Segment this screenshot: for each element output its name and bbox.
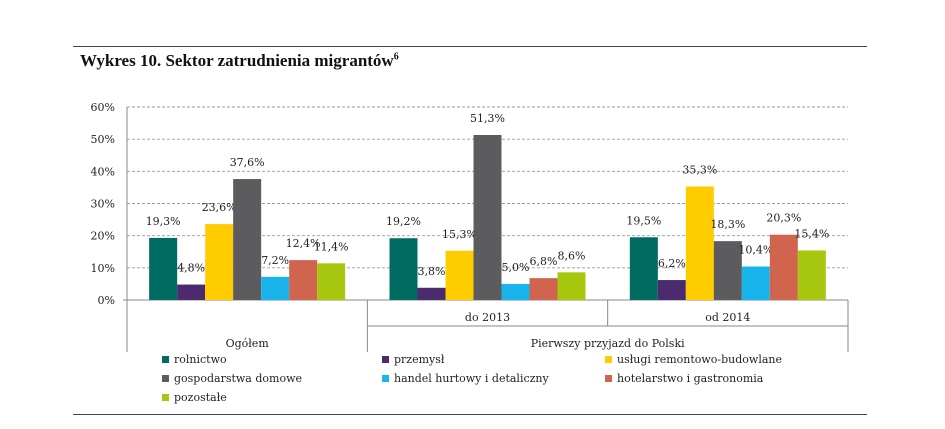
y-tick-label: 40%: [91, 165, 115, 178]
bar: [205, 224, 234, 300]
bar: [149, 237, 178, 300]
bar: [741, 266, 770, 300]
bar: [177, 284, 206, 300]
legend-label: rolnictwo: [174, 353, 227, 366]
y-tick-label: 0%: [98, 294, 115, 307]
y-tick-label: 30%: [91, 198, 115, 211]
bar: [797, 250, 826, 300]
bar: [501, 283, 530, 300]
bar: [685, 186, 714, 300]
bar: [445, 250, 474, 300]
chart-title-text: Wykres 10. Sektor zatrudnienia migrantów: [80, 51, 394, 70]
bar: [529, 278, 558, 300]
data-label: 19,5%: [626, 214, 661, 227]
data-label: 3,8%: [418, 265, 446, 278]
data-label: 51,3%: [470, 112, 505, 125]
data-label: 19,2%: [386, 215, 421, 228]
bar: [289, 260, 318, 300]
bar: [317, 263, 346, 300]
category-label: od 2014: [705, 311, 750, 324]
bar: [769, 234, 798, 300]
legend-label: pozostałe: [174, 391, 227, 404]
data-label: 10,4%: [738, 244, 773, 257]
chart-title: Wykres 10. Sektor zatrudnienia migrantów…: [80, 51, 399, 71]
legend-label: usługi remontowo-budowlane: [617, 353, 782, 366]
bottom-rule: [73, 414, 867, 415]
data-label: 12,4%: [286, 237, 321, 250]
title-footnote-marker: 6: [393, 51, 399, 63]
data-label: 8,6%: [558, 249, 586, 262]
top-rule: [73, 46, 867, 47]
bar: [557, 272, 586, 300]
data-label: 15,4%: [794, 227, 829, 240]
data-label: 23,6%: [202, 201, 237, 214]
legend-label: gospodarstwa domowe: [174, 372, 302, 385]
group-header-label: Pierwszy przyjazd do Polski: [531, 337, 685, 350]
bar: [713, 241, 742, 300]
bar: [233, 179, 262, 300]
data-label: 6,8%: [530, 255, 558, 268]
data-label: 11,4%: [314, 240, 349, 253]
legend-label: handel hurtowy i detaliczny: [394, 372, 550, 385]
legend-swatch: [162, 375, 169, 382]
legend-swatch: [382, 375, 389, 382]
data-label: 37,6%: [230, 156, 265, 169]
y-tick-label: 60%: [91, 101, 115, 114]
legend-label: przemysł: [394, 353, 445, 366]
legend-swatch: [605, 375, 612, 382]
category-label: do 2013: [465, 311, 510, 324]
data-label: 18,3%: [710, 218, 745, 231]
category-label: Ogółem: [226, 337, 270, 350]
bar: [473, 134, 502, 300]
data-label: 15,3%: [442, 228, 477, 241]
bar: [261, 276, 290, 300]
bar: [417, 287, 446, 300]
data-label: 7,2%: [261, 254, 289, 267]
data-label: 35,3%: [682, 163, 717, 176]
bar: [629, 237, 658, 300]
legend-label: hotelarstwo i gastronomia: [617, 372, 764, 385]
legend-swatch: [162, 394, 169, 401]
legend-swatch: [162, 356, 169, 363]
bar: [657, 280, 686, 300]
legend-swatch: [382, 356, 389, 363]
data-label: 6,2%: [658, 257, 686, 270]
legend-swatch: [605, 356, 612, 363]
data-label: 4,8%: [177, 262, 205, 275]
data-label: 19,3%: [146, 215, 181, 228]
data-label: 20,3%: [766, 212, 801, 225]
y-tick-label: 50%: [91, 133, 115, 146]
bar: [389, 238, 418, 300]
y-tick-label: 10%: [91, 262, 115, 275]
data-label: 5,0%: [502, 261, 530, 274]
y-tick-label: 20%: [91, 230, 115, 243]
